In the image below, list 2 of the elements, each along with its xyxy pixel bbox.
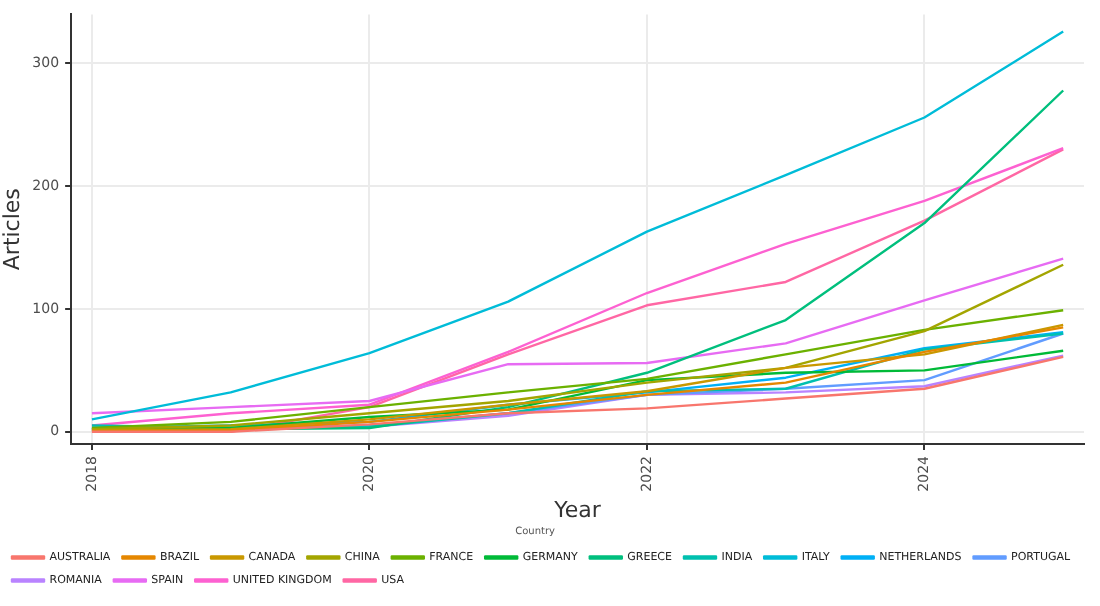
y-axis-title: Articles [0, 187, 25, 271]
x-axis-title: Year [552, 496, 602, 523]
